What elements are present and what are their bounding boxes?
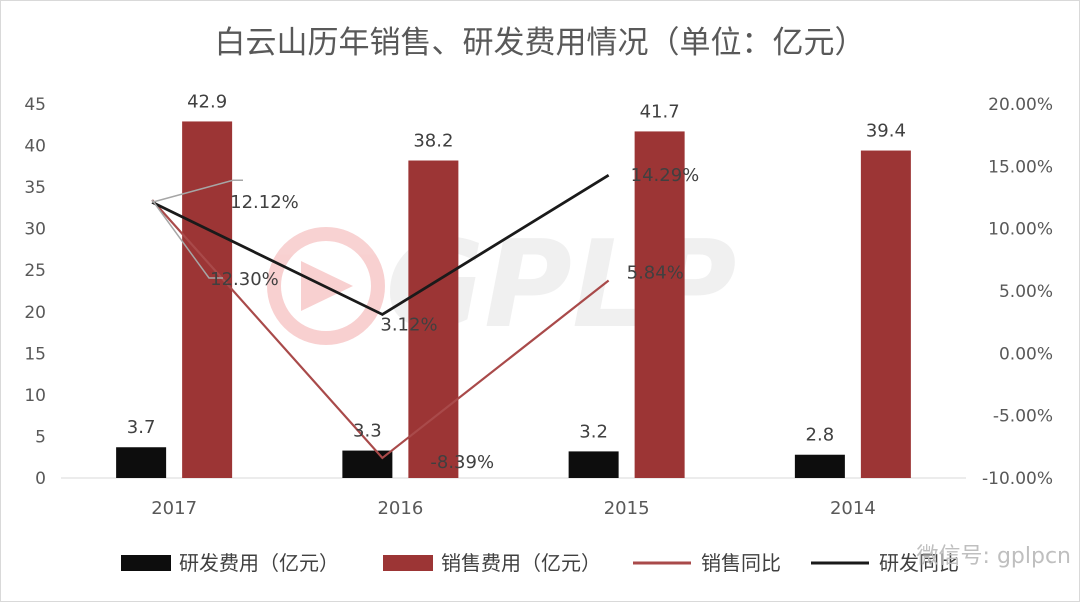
rd-yoy-line (151, 173, 610, 317)
y-tick-label: 30 (24, 220, 46, 240)
legend-label: 销售同比 (701, 551, 781, 575)
rd-expense-bar (794, 454, 845, 478)
y-tick-label: 5 (35, 427, 46, 447)
bar-value-label: 2.8 (806, 425, 835, 446)
y2-tick-label: 15.00% (988, 157, 1053, 177)
sales-expense-bar (408, 160, 459, 478)
y2-tick-label: 10.00% (988, 220, 1053, 240)
x-tick-label: 2015 (604, 498, 650, 519)
y-tick-label: 25 (24, 261, 46, 281)
y-tick-label: 40 (24, 137, 46, 157)
y-tick-label: 20 (24, 303, 46, 323)
watermark-logo-icon (267, 227, 385, 345)
y-tick-label: 35 (24, 178, 46, 198)
rd-expense-bar (568, 451, 619, 478)
line-value-label: 14.29% (631, 165, 700, 186)
x-tick-label: 2017 (151, 498, 197, 519)
sales-yoy-line (151, 199, 610, 460)
line-value-label: 12.30% (210, 269, 279, 290)
line-value-label: 12.12% (230, 192, 299, 213)
legend-swatch (383, 555, 433, 571)
y-tick-label: 0 (35, 469, 46, 489)
legend-swatch (121, 555, 171, 571)
sales-expense-bar (860, 150, 911, 478)
y2-tick-label: -10.00% (982, 469, 1053, 489)
bar-value-label: 41.7 (640, 101, 680, 122)
line-value-label: 5.84% (627, 263, 684, 284)
credit-text: 微信号: gplpcn (917, 544, 1071, 569)
legend-label: 销售费用（亿元） (441, 551, 601, 575)
y2-tick-label: 0.00% (999, 344, 1053, 364)
y2-tick-label: -5.00% (993, 407, 1053, 427)
chart-title: 白云山历年销售、研发费用情况（单位：亿元） (215, 25, 866, 61)
sales-expense-bar (182, 121, 233, 478)
bars (116, 121, 911, 478)
y-tick-label: 15 (24, 344, 46, 364)
bar-value-label: 38.2 (413, 131, 453, 152)
legend-label: 研发费用（亿元） (179, 551, 339, 575)
y2-tick-label: 5.00% (999, 282, 1053, 302)
sales-expense-bar (634, 131, 685, 478)
y2-tick-label: 20.00% (988, 95, 1053, 115)
line-value-label: -8.39% (430, 452, 494, 473)
legend-label: 研发同比 (879, 551, 959, 575)
y-tick-label: 10 (24, 386, 46, 406)
bar-value-label: 3.7 (127, 417, 156, 438)
label-leader-line (151, 199, 223, 279)
label-leader-line (151, 179, 243, 203)
bar-value-label: 42.9 (187, 91, 227, 112)
y-tick-label: 45 (24, 95, 46, 115)
rd-expense-bar (116, 447, 167, 478)
axes: 0 5 10 15 20 25 30 35 40 45 -10.00% -5.00% 0.00% 5.00… (24, 95, 1053, 519)
lines (151, 173, 610, 460)
bar-value-label: 3.3 (353, 421, 382, 442)
x-tick-label: 2016 (377, 498, 423, 519)
rd-expense-bar (342, 450, 393, 478)
line-value-label: 3.12% (380, 314, 437, 335)
bar-value-label: 39.4 (866, 121, 906, 142)
data-labels: 3.7 3.3 3.2 2.8 42.9 38.2 41.7 39.4 12.30% -8.39%… (127, 91, 906, 472)
legend: 研发费用（亿元） 销售费用（亿元） 销售同比 研发同比 (121, 551, 959, 575)
bar-value-label: 3.2 (579, 421, 608, 442)
x-tick-label: 2014 (830, 498, 876, 519)
